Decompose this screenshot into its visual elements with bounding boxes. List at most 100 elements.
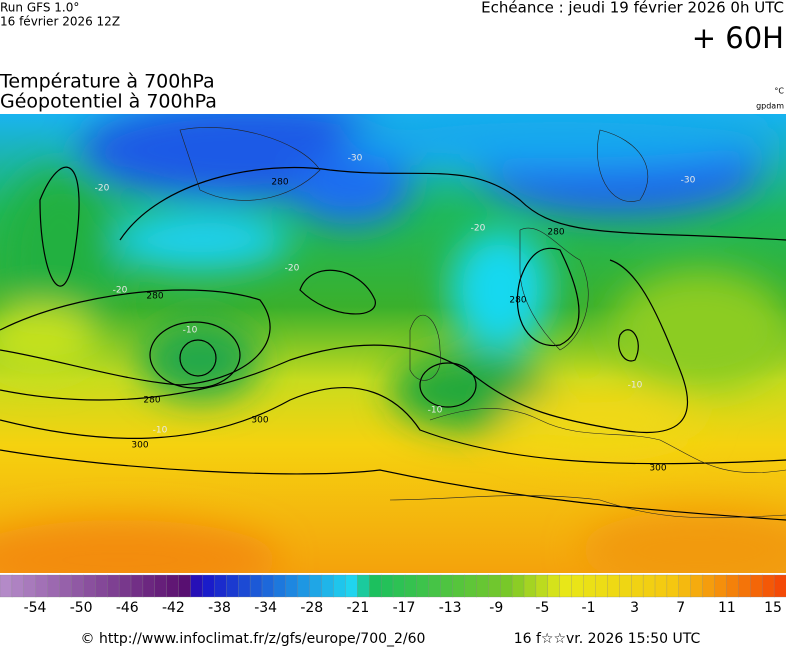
colorbar-label: -38	[208, 600, 231, 616]
colorbar-swatch	[678, 574, 692, 598]
colorbar-swatch	[702, 574, 716, 598]
colorbar-label: 7	[676, 600, 685, 616]
colorbar-swatch	[345, 574, 358, 598]
contour-label: -20	[285, 264, 300, 274]
forecast-time: Echéance : jeudi 19 février 2026 0h UTC	[481, 0, 784, 17]
colorbar-swatch	[166, 574, 180, 598]
contour-label: 300	[251, 416, 268, 426]
colorbar-label: -34	[254, 600, 277, 616]
run-label: Run GFS 1.0°	[0, 1, 79, 15]
colorbar-swatch	[571, 574, 585, 598]
colorbar-swatch	[309, 574, 323, 598]
colorbar-swatch	[142, 574, 156, 598]
colorbar-swatch	[249, 574, 263, 598]
colorbar-swatch	[428, 574, 442, 598]
temperature-field	[0, 114, 786, 573]
colorbar-swatch	[392, 574, 406, 598]
colorbar-label: 11	[718, 600, 736, 616]
colorbar-swatch	[107, 574, 120, 598]
colorbar-swatch	[154, 574, 168, 598]
contour-label: -30	[348, 154, 363, 164]
colorbar-label: -17	[393, 600, 416, 616]
colorbar-swatch	[95, 574, 108, 598]
colorbar-swatch	[404, 574, 418, 598]
contour-label: 280	[143, 396, 160, 406]
colorbar-swatch	[71, 574, 85, 598]
colorbar-swatch	[0, 574, 13, 598]
title-temperature: Température à 700hPa	[0, 71, 215, 93]
colorbar-swatch	[452, 574, 466, 598]
contour-label: -20	[113, 286, 128, 296]
colorbar-swatch	[631, 574, 644, 598]
colorbar-swatch	[416, 574, 430, 598]
colorbar-swatch	[726, 574, 740, 598]
colorbar-swatch	[500, 574, 513, 598]
colorbar-swatch	[464, 574, 478, 598]
contour-label: -10	[428, 406, 443, 416]
colorbar-label: -5	[535, 600, 549, 616]
contour-label: 300	[131, 441, 148, 451]
colorbar-swatch	[226, 574, 239, 598]
colorbar-swatch	[714, 574, 728, 598]
colorbar-swatch	[750, 574, 763, 598]
colorbar-swatch	[118, 574, 132, 598]
colorbar-swatch	[595, 574, 609, 598]
colorbar-swatch	[380, 574, 394, 598]
unit-geopotential: gpdam	[756, 102, 784, 111]
run-date: 16 février 2026 12Z	[0, 15, 120, 29]
contour-label: -10	[628, 381, 643, 391]
colorbar-swatch	[666, 574, 680, 598]
contour-label: 280	[547, 228, 564, 238]
colorbar-swatch	[238, 574, 251, 598]
colorbar-label: -54	[24, 600, 47, 616]
colorbar-swatch	[83, 574, 96, 598]
colorbar-swatch	[535, 574, 549, 598]
colorbar-label: -9	[489, 600, 503, 616]
contour-label: -20	[471, 224, 486, 234]
colorbar-swatch	[523, 574, 537, 598]
colorbar-label: -46	[116, 600, 139, 616]
colorbar-swatch	[690, 574, 704, 598]
colorbar-swatch	[476, 574, 489, 598]
colorbar-swatch	[511, 574, 525, 598]
colorbar-label: 15	[764, 600, 782, 616]
footer-source: © http://www.infoclimat.fr/z/gfs/europe/…	[81, 631, 426, 647]
colorbar-swatch	[190, 574, 204, 598]
colorbar-swatch	[11, 574, 25, 598]
colorbar-swatch	[559, 574, 573, 598]
colorbar-swatch	[357, 574, 370, 598]
colorbar-label: -1	[582, 600, 596, 616]
lead-time: + 60H	[692, 21, 784, 55]
geopotential-contours	[0, 166, 786, 521]
contour-label: 300	[649, 464, 666, 474]
colorbar-swatch	[214, 574, 227, 598]
footer-generated: 16 f☆☆vr. 2026 15:50 UTC	[514, 631, 701, 647]
colorbar-swatch	[654, 574, 668, 598]
unit-temperature: °C	[774, 87, 784, 96]
colorbar-swatch	[47, 574, 61, 598]
colorbar-swatch	[642, 574, 656, 598]
colorbar-swatch	[333, 574, 347, 598]
colorbar-labels: -54 -50 -46 -42 -38 -34 -28 -21 -17 -13 -9 -5 -1 3 7 11…	[24, 600, 782, 616]
colorbar-swatch	[261, 574, 275, 598]
colorbar-swatch	[59, 574, 73, 598]
colorbar-swatch	[583, 574, 597, 598]
colorbar-swatch	[297, 574, 311, 598]
colorbar-swatch	[202, 574, 216, 598]
colorbar-swatch	[321, 574, 335, 598]
colorbar-swatch	[285, 574, 299, 598]
colorbar-swatch	[547, 574, 561, 598]
contour-label: -30	[681, 176, 696, 186]
colorbar-swatch	[273, 574, 287, 598]
colorbar-swatch	[607, 574, 620, 598]
map: 280 280 280 300 300 300 280 280 -30 -30 -20 -20 -20 -…	[0, 114, 786, 573]
colorbar-label: -50	[70, 600, 93, 616]
colorbar	[0, 574, 786, 598]
contour-label: 280	[146, 292, 163, 302]
contour-labels: 280 280 280 300 300 300 280 280 -30 -30 -20 -20 -20 -…	[95, 154, 696, 474]
colorbar-swatch	[488, 574, 501, 598]
colorbar-swatch	[130, 574, 144, 598]
colorbar-swatch	[762, 574, 775, 598]
colorbar-label: -21	[346, 600, 369, 616]
